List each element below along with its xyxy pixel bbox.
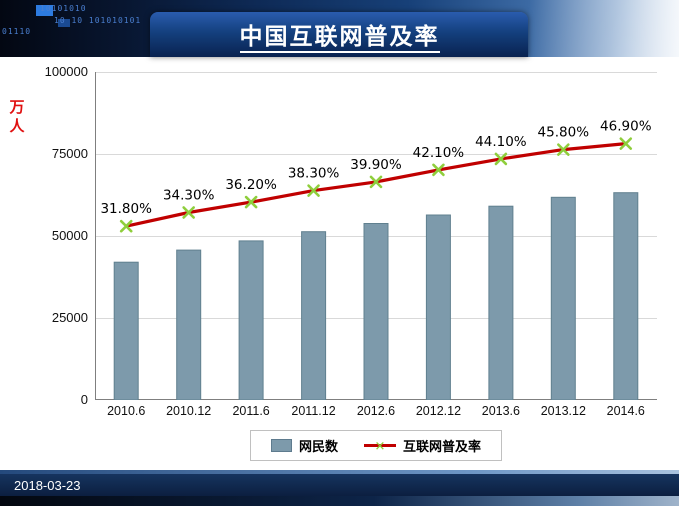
banner-blue-chip-small bbox=[58, 19, 70, 27]
footer-bottom-stripe bbox=[0, 496, 679, 506]
legend-line-label: 互联网普及率 bbox=[403, 439, 482, 454]
x-tick-label: 2013.12 bbox=[540, 404, 586, 418]
x-tick-label: 2010.12 bbox=[166, 404, 212, 418]
x-tick-label: 2012.6 bbox=[356, 404, 396, 418]
bar-netizens bbox=[301, 231, 327, 401]
banner-blue-chip bbox=[36, 5, 53, 16]
bar-netizens bbox=[425, 214, 451, 401]
data-label: 46.90% bbox=[600, 119, 652, 135]
data-label: 42.10% bbox=[413, 145, 465, 161]
y-tick-label: 100000 bbox=[44, 64, 88, 79]
page-title-text: 中国互联网普及率 bbox=[239, 23, 440, 53]
bar-netizens bbox=[176, 249, 202, 401]
x-marker-icon bbox=[557, 143, 570, 156]
x-marker-icon bbox=[244, 195, 258, 209]
data-label: 38.30% bbox=[288, 166, 340, 182]
legend-x-marker-icon: ✕ bbox=[374, 438, 386, 453]
data-label: 44.10% bbox=[475, 134, 527, 150]
y-tick-label: 0 bbox=[80, 392, 88, 407]
chart-plot-area: 31.80% 34.30% 36.20% 38.30% 39.90% 42.10% 44.1… bbox=[95, 72, 657, 401]
header-banner: 10101010 10 10 101010101 01110 中国互联网普及率 bbox=[0, 0, 679, 57]
x-marker-icon bbox=[369, 175, 383, 189]
x-tick-label: 2011.6 bbox=[232, 404, 270, 418]
footer-date: 2018-03-23 bbox=[14, 477, 81, 493]
binary-text-row2: 10 10 101010101 bbox=[54, 16, 142, 25]
x-marker-icon bbox=[494, 152, 508, 166]
binary-text-row1: 10101010 bbox=[40, 4, 87, 13]
x-tick-label: 2012.12 bbox=[415, 404, 462, 418]
legend-box: 网民数 ✕ 互联网普及率 bbox=[249, 430, 503, 461]
legend-bar-label: 网民数 bbox=[298, 439, 338, 454]
legend-bar-swatch-icon bbox=[270, 439, 292, 452]
x-tick-label: 2013.6 bbox=[481, 404, 520, 418]
legend-line-swatch-icon: ✕ bbox=[364, 439, 396, 452]
x-marker-icon bbox=[307, 184, 320, 197]
title-plate bbox=[150, 12, 528, 57]
bar-netizens bbox=[488, 205, 514, 401]
x-marker-icon bbox=[432, 163, 445, 177]
data-label: 36.20% bbox=[225, 177, 277, 193]
bar-netizens bbox=[113, 261, 139, 401]
x-tick-label: 2014.6 bbox=[606, 404, 645, 418]
x-marker-icon bbox=[119, 219, 133, 233]
x-marker-icon bbox=[182, 206, 195, 219]
legend-item-line: ✕ 互联网普及率 bbox=[364, 436, 481, 455]
footer-main: 2018-03-23 bbox=[0, 474, 679, 496]
x-marker-icon bbox=[619, 137, 633, 150]
x-tick-label: 2010.6 bbox=[107, 404, 146, 418]
bar-netizens bbox=[613, 192, 639, 401]
chart-legend: 网民数 ✕ 互联网普及率 bbox=[95, 430, 657, 461]
bar-netizens bbox=[363, 223, 389, 401]
banner-decoration bbox=[529, 0, 679, 57]
y-tick-label: 25000 bbox=[51, 310, 88, 325]
data-label: 45.80% bbox=[538, 125, 590, 141]
x-tick-label: 2011.12 bbox=[291, 404, 336, 418]
data-label: 31.80% bbox=[100, 201, 152, 217]
y-tick-label: 50000 bbox=[51, 228, 88, 243]
footer-top-stripe bbox=[0, 470, 679, 474]
y-axis-unit-label: 万人 bbox=[9, 99, 25, 135]
data-label: 39.90% bbox=[350, 157, 402, 173]
data-label: 34.30% bbox=[163, 188, 215, 204]
chart-svg: 31.80% 34.30% 36.20% 38.30% 39.90% 42.10% 44.1… bbox=[95, 72, 657, 401]
page-title: 中国互联网普及率 bbox=[0, 17, 679, 53]
bar-netizens bbox=[550, 196, 576, 401]
legend-item-bar: 网民数 bbox=[270, 436, 338, 455]
footer-bar: 2018-03-23 bbox=[0, 470, 679, 506]
bar-netizens bbox=[238, 240, 264, 401]
binary-text-left: 01110 bbox=[2, 27, 32, 36]
y-tick-label: 75000 bbox=[51, 146, 88, 161]
